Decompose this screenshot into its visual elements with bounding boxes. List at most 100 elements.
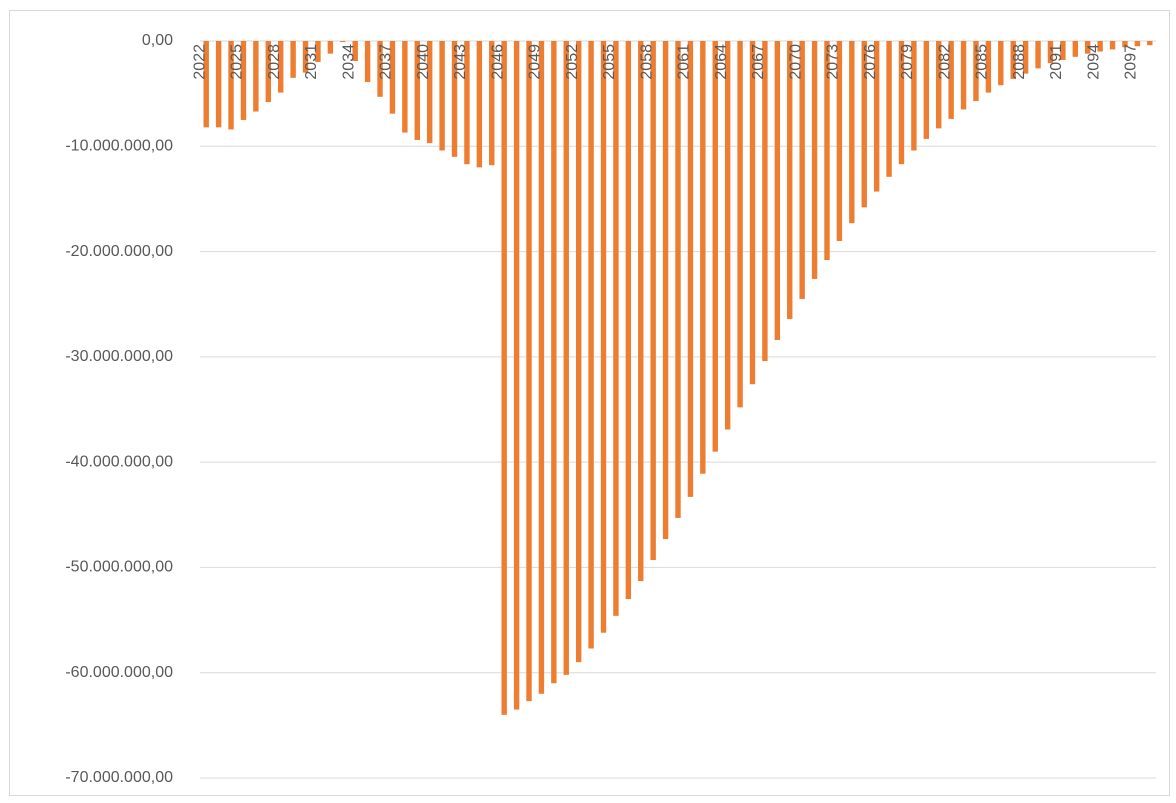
bar: [203, 41, 209, 128]
x-tick-label: 2046: [489, 44, 506, 80]
bar: [911, 41, 917, 151]
bar: [774, 41, 781, 341]
y-tick-label: -30.000.000,00: [65, 348, 173, 365]
x-tick-label: 2085: [974, 44, 991, 80]
x-tick-label: 2091: [1048, 44, 1065, 80]
bar: [551, 41, 557, 684]
bar: [402, 41, 408, 133]
x-tick-label: 2028: [266, 44, 283, 80]
bar: [364, 41, 371, 83]
x-tick-label: 2037: [378, 44, 395, 80]
bar: [898, 41, 905, 165]
bar: [960, 41, 967, 110]
x-tick-label: 2076: [862, 44, 879, 80]
bar: [240, 41, 247, 120]
bar: [1047, 41, 1054, 64]
x-tick-label: 2025: [229, 44, 246, 80]
bar: [1060, 41, 1066, 60]
bar: [849, 41, 855, 224]
x-tick-label: 2070: [787, 44, 804, 80]
bar: [352, 41, 358, 62]
bar: [811, 41, 818, 279]
x-tick-label: 2022: [191, 44, 208, 80]
bar: [290, 41, 296, 78]
x-tick-label: 2088: [1011, 44, 1028, 80]
bar: [489, 41, 495, 166]
bar: [265, 41, 271, 103]
bar: [228, 41, 234, 130]
x-tick-label: 2040: [415, 44, 432, 80]
bar: [700, 41, 706, 474]
bar: [675, 41, 681, 518]
x-tick-label: 2034: [340, 44, 357, 80]
y-tick-label: -40.000.000,00: [65, 453, 173, 470]
x-tick-label: 2052: [564, 44, 581, 80]
x-tick-label: 2049: [527, 44, 544, 80]
bar: [985, 41, 992, 93]
bar: [886, 41, 892, 177]
y-tick-label: -20.000.000,00: [65, 243, 173, 260]
bar: [948, 41, 954, 119]
bar: [1085, 41, 1091, 54]
bar: [1097, 41, 1103, 52]
bar: [377, 41, 383, 97]
bar: [1134, 41, 1141, 47]
bar: [861, 41, 867, 208]
bar: [749, 41, 756, 385]
bar: [998, 41, 1004, 86]
x-tick-label: 2058: [638, 44, 655, 80]
bar: [873, 41, 880, 192]
bar: [389, 41, 396, 114]
bar: [526, 41, 532, 702]
bar: [340, 41, 346, 43]
bar: [923, 41, 930, 139]
bar: [215, 41, 222, 128]
x-tick-label: 2031: [303, 44, 320, 80]
bar: [625, 41, 632, 600]
bar: [1147, 41, 1153, 46]
bar: [414, 41, 420, 140]
bar: [613, 41, 619, 616]
y-tick-label: -60.000.000,00: [65, 664, 173, 681]
bar: [1122, 41, 1128, 48]
bar: [936, 41, 942, 129]
bar: [563, 41, 569, 675]
bar: [600, 41, 607, 633]
bar: [724, 41, 731, 430]
bar: [451, 41, 458, 157]
y-tick-label: -50.000.000,00: [65, 559, 173, 576]
x-tick-label: 2061: [676, 44, 693, 80]
bar: [538, 41, 545, 694]
bar: [1072, 41, 1078, 57]
bar: [513, 41, 520, 710]
y-tick-label: -10.000.000,00: [65, 138, 173, 155]
x-tick-label: 2064: [713, 44, 730, 80]
bar: [476, 41, 483, 168]
x-tick-label: 2097: [1123, 44, 1140, 80]
bar: [687, 41, 694, 497]
bar: [464, 41, 470, 165]
bar: [588, 41, 594, 649]
y-tick-label: -70.000.000,00: [65, 769, 173, 786]
x-tick-label: 2067: [750, 44, 767, 80]
bar: [1022, 41, 1029, 74]
bar: [1010, 41, 1016, 79]
bar: [662, 41, 669, 540]
bar: [327, 41, 334, 54]
x-tick-label: 2082: [936, 44, 953, 80]
x-tick-label: 2055: [601, 44, 618, 80]
bar: [836, 41, 843, 242]
bar: [426, 41, 433, 144]
bar: [278, 41, 284, 93]
bar: [712, 41, 718, 452]
y-tick-label: 0,00: [142, 32, 173, 49]
bar: [302, 41, 309, 73]
bar: [824, 41, 830, 260]
bar: [253, 41, 259, 112]
x-tick-label: 2073: [825, 44, 842, 80]
x-tick-label: 2079: [899, 44, 916, 80]
bar: [762, 41, 768, 362]
bar: [787, 41, 793, 319]
